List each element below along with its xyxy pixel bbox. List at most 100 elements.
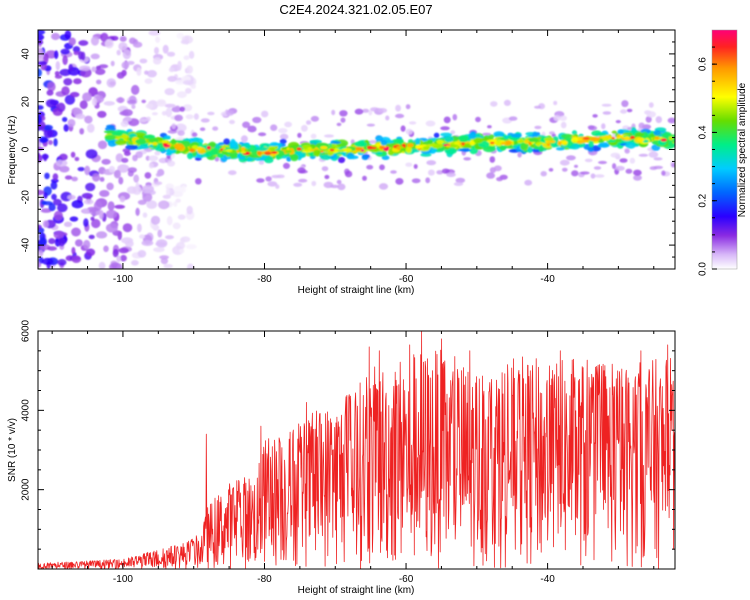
spectrogram-noise-cell bbox=[61, 86, 70, 96]
spectrogram-band-cell bbox=[526, 137, 539, 143]
spectrogram-noise-cell bbox=[175, 198, 181, 203]
spectrogram-scatter-cell bbox=[601, 103, 612, 107]
spectrogram-noise-cell bbox=[96, 231, 108, 239]
spectrogram-scatter-cell bbox=[441, 168, 450, 174]
spectrogram-peak-cell bbox=[296, 147, 302, 151]
spectrogram-noise-cell bbox=[181, 185, 187, 193]
spectrogram-y-tick-label: 0 bbox=[21, 146, 32, 152]
snr-series-line bbox=[38, 331, 675, 569]
spectrogram-noise-cell bbox=[119, 36, 127, 42]
spectrogram-noise-cell bbox=[176, 91, 187, 98]
spectrogram-scatter-cell bbox=[148, 162, 154, 169]
spectrogram-scatter-cell bbox=[362, 108, 370, 113]
spectrogram-scatter-cell bbox=[212, 126, 219, 131]
spectrogram-scatter-cell bbox=[298, 178, 308, 183]
snr-x-tick-label: -100 bbox=[113, 574, 133, 585]
spectrogram-noise-cell bbox=[83, 239, 91, 250]
spectrogram-noise-cell bbox=[73, 51, 80, 56]
spectrogram-noise-cell bbox=[120, 254, 127, 262]
spectrogram-noise-cell bbox=[64, 175, 73, 180]
spectrogram-band-cell bbox=[454, 141, 460, 145]
spectrogram-noise-cell bbox=[186, 65, 194, 74]
spectrogram-noise-cell bbox=[40, 137, 49, 143]
spectrogram-noise-cell bbox=[82, 92, 92, 102]
spectrogram-noise-cell bbox=[103, 245, 109, 253]
spectrogram-scatter-cell bbox=[123, 117, 132, 122]
spectrogram-scatter-cell bbox=[378, 108, 388, 113]
spectrogram-noise-cell bbox=[85, 149, 98, 159]
spectrogram-noise-cell bbox=[79, 100, 88, 110]
spectrogram-noise-cell bbox=[153, 57, 162, 65]
spectrogram-scatter-cell bbox=[584, 158, 593, 163]
spectrogram-peak-cell bbox=[560, 140, 568, 145]
spectrogram-peak-cell bbox=[220, 148, 223, 151]
spectrogram-noise-cell bbox=[56, 102, 66, 113]
spectrogram-scatter-cell bbox=[615, 165, 625, 171]
spectrogram-scatter-cell bbox=[408, 121, 417, 125]
spectrogram-scatter-cell bbox=[336, 122, 342, 127]
spectrogram-noise-cell bbox=[63, 78, 73, 86]
spectrogram-scatter-cell bbox=[132, 154, 138, 162]
spectrogram-noise-cell bbox=[38, 61, 48, 66]
spectrogram-noise-cell bbox=[84, 165, 91, 176]
spectrogram-noise-cell bbox=[48, 238, 56, 245]
spectrogram-band-cell bbox=[163, 135, 171, 139]
spectrogram-noise-cell bbox=[71, 227, 81, 237]
spectrogram-band-cell bbox=[618, 129, 624, 135]
spectrogram-band-cell bbox=[510, 133, 522, 138]
snr-y-tick-label: 4000 bbox=[21, 399, 32, 422]
spectrogram-noise-cell bbox=[185, 114, 194, 120]
spectrogram-noise-cell bbox=[126, 186, 137, 194]
spectrogram-peak-cell bbox=[367, 146, 373, 150]
spectrogram-band-cell bbox=[107, 140, 117, 147]
spectrogram-band-cell bbox=[376, 151, 383, 155]
spectrogram-noise-cell bbox=[98, 64, 109, 69]
spectrogram-noise-cell bbox=[95, 68, 106, 75]
spectrogram-band-cell bbox=[152, 142, 158, 146]
spectrogram-scatter-cell bbox=[655, 116, 662, 124]
spectrogram-noise-cell bbox=[177, 60, 182, 71]
spectrogram-noise-cell bbox=[53, 210, 63, 221]
spectrogram-scatter-cell bbox=[629, 157, 636, 164]
spectrogram-noise-cell bbox=[117, 164, 130, 173]
spectrogram-band-cell bbox=[444, 135, 454, 143]
spectrogram-scatter-cell bbox=[428, 169, 435, 176]
spectrogram-scatter-cell bbox=[395, 178, 404, 185]
spectrogram-noise-cell bbox=[165, 235, 174, 240]
colorbar-tick-label: 0.0 bbox=[698, 262, 709, 276]
spectrogram-scatter-cell bbox=[146, 116, 151, 122]
spectrogram-noise-cell bbox=[88, 234, 95, 240]
spectrogram-noise-cell bbox=[183, 55, 190, 60]
spectrogram-noise-cell bbox=[144, 78, 153, 84]
spectrogram-peak-cell bbox=[320, 150, 324, 153]
spectrogram-scatter-cell bbox=[366, 123, 375, 127]
spectrogram-scatter-cell bbox=[310, 133, 317, 139]
spectrogram-noise-cell bbox=[156, 100, 167, 107]
spectrogram-scatter-cell bbox=[450, 130, 456, 135]
spectrogram-noise-cell bbox=[139, 58, 148, 64]
spectrogram-noise-cell bbox=[38, 34, 45, 41]
spectrogram-scatter-cell bbox=[633, 169, 642, 176]
spectrogram-band-cell bbox=[555, 147, 565, 151]
spectrogram-noise-cell bbox=[72, 46, 81, 53]
spectrogram-band-cell bbox=[589, 136, 600, 142]
spectrogram-frame bbox=[37, 29, 676, 270]
spectrogram-scatter-cell bbox=[139, 118, 147, 123]
spectrogram-scatter-cell bbox=[207, 111, 215, 116]
spectrogram-band-cell bbox=[290, 153, 299, 162]
spectrogram-scatter-cell bbox=[517, 152, 522, 158]
spectrogram-peak-cell bbox=[162, 142, 168, 146]
spectrogram-scatter-cell bbox=[368, 140, 378, 144]
spectrogram-noise-cell bbox=[114, 204, 126, 209]
spectrogram-peak-cell bbox=[337, 149, 345, 152]
spectrogram-noise-cell bbox=[39, 237, 47, 247]
spectrogram-noise-cell bbox=[155, 172, 162, 177]
spectrogram-noise-cell bbox=[164, 103, 176, 108]
spectrogram-noise-cell bbox=[131, 84, 140, 95]
spectrogram-band-cell bbox=[598, 142, 610, 148]
chart-title: C2E4.2024.321.02.05.E07 bbox=[279, 2, 432, 17]
spectrogram-scatter-cell bbox=[200, 118, 210, 123]
spectrogram-noise-cell bbox=[153, 247, 165, 253]
spectrogram-peak-cell bbox=[500, 142, 506, 145]
spectrogram-noise-cell bbox=[159, 255, 170, 260]
